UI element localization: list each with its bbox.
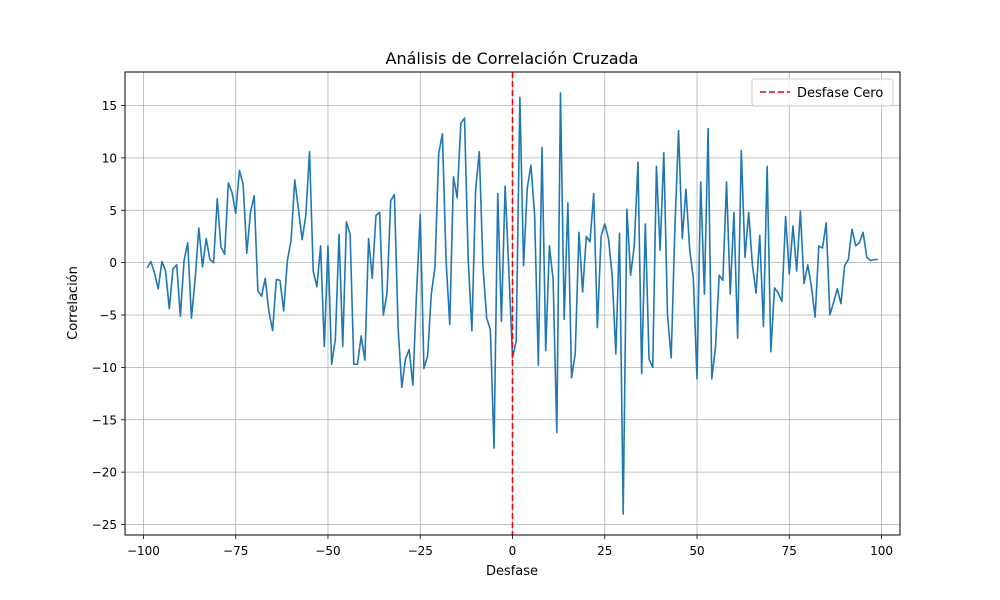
y-axis-label: Correlación	[66, 266, 81, 340]
y-tick-label: 5	[109, 204, 117, 218]
correlation-series-line	[146, 92, 878, 515]
legend-frame	[751, 78, 894, 107]
x-tick-label: −25	[408, 544, 433, 558]
axis-ticks: −100 −75 −50 −25 0 25 50 75 100−25−20−15−10−5051…	[92, 99, 893, 558]
x-tick-label: −50	[315, 544, 340, 558]
x-tick-label: 100	[870, 544, 893, 558]
plot-area	[146, 72, 878, 535]
y-tick-label: 0	[109, 256, 117, 270]
y-tick-label: −5	[99, 309, 117, 323]
x-tick-label: 75	[782, 544, 797, 558]
chart-title: Análisis de Correlación Cruzada	[386, 49, 639, 68]
y-tick-label: −25	[92, 518, 117, 532]
legend: Desfase Cero	[751, 78, 894, 107]
x-tick-label: −100	[127, 544, 160, 558]
x-tick-label: 25	[597, 544, 612, 558]
x-tick-label: 50	[689, 544, 704, 558]
y-tick-label: 10	[102, 151, 117, 165]
y-tick-label: −10	[92, 361, 117, 375]
x-tick-label: 0	[509, 544, 517, 558]
x-axis-label: Desfase	[486, 564, 538, 579]
x-tick-label: −75	[223, 544, 248, 558]
y-tick-label: −15	[92, 413, 117, 427]
y-tick-label: −20	[92, 466, 117, 480]
y-tick-label: 15	[102, 99, 117, 113]
legend-label-zero-lag: Desfase Cero	[797, 86, 883, 101]
